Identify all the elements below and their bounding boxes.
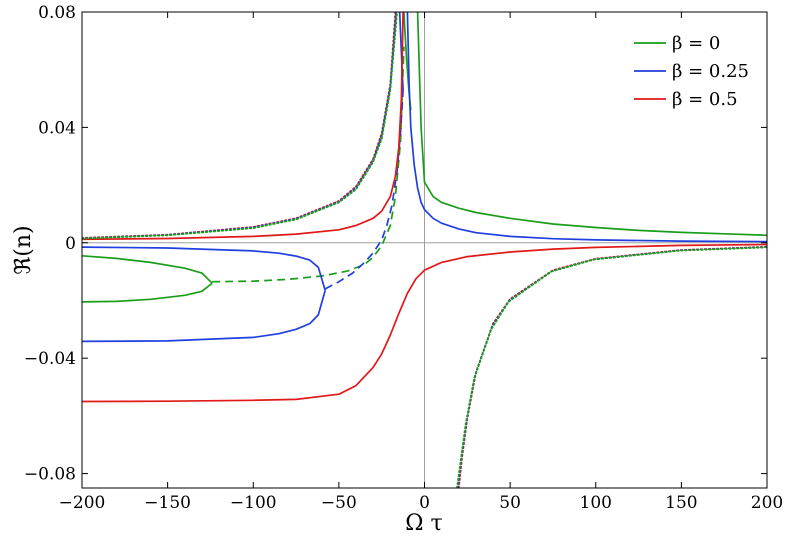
x-tick-label: −200 xyxy=(59,493,106,513)
x-tick-label: 150 xyxy=(665,493,697,513)
series-line-12-solid xyxy=(82,243,767,403)
x-tick-label: 200 xyxy=(751,493,783,513)
series-line-8-solid xyxy=(82,246,327,291)
y-tick-label: −0.04 xyxy=(24,349,76,369)
series-line-14-dotted xyxy=(82,12,398,240)
legend-label: β = 0 xyxy=(672,33,720,54)
series-line-11-solid xyxy=(82,12,404,241)
y-tick-label: 0.08 xyxy=(38,3,76,23)
series-line-17-dotted xyxy=(457,246,767,488)
x-tick-label: −150 xyxy=(144,493,191,513)
series-line-16-dotted xyxy=(457,245,767,488)
x-tick-label: 0 xyxy=(419,493,430,513)
y-tick-label: 0.04 xyxy=(38,118,76,138)
legend-label: β = 0.5 xyxy=(672,89,738,110)
series-line-18-dotted xyxy=(456,246,767,488)
series-line-13-dotted xyxy=(82,12,397,239)
x-tick-label: 100 xyxy=(580,493,612,513)
legend-label: β = 0.25 xyxy=(672,61,749,82)
axis-ticks: −200 −150 −100 −50 0 50 100 150 200 −0.08 −0.04 0 0.… xyxy=(24,3,783,513)
legend: β = 0 β = 0.25 β = 0.5 xyxy=(634,33,749,110)
y-tick-label: 0 xyxy=(65,234,76,254)
series-line-4-solid xyxy=(82,282,213,303)
series-line-3-solid xyxy=(82,254,213,284)
x-axis-label: Ω τ xyxy=(405,511,442,536)
series-line-5-dashed xyxy=(212,46,405,283)
series-line-2-solid xyxy=(416,12,767,237)
y-axis-label: ℜ(n) xyxy=(11,225,36,274)
series-line-9-solid xyxy=(82,290,327,343)
x-tick-label: 50 xyxy=(499,493,521,513)
y-tick-label: −0.08 xyxy=(24,465,76,485)
series-line-7-solid xyxy=(406,12,767,243)
reference-lines xyxy=(82,12,767,488)
series-layer xyxy=(82,12,767,488)
series-line-15-dotted xyxy=(82,12,398,240)
x-tick-label: −50 xyxy=(321,493,357,513)
x-tick-label: −100 xyxy=(230,493,277,513)
